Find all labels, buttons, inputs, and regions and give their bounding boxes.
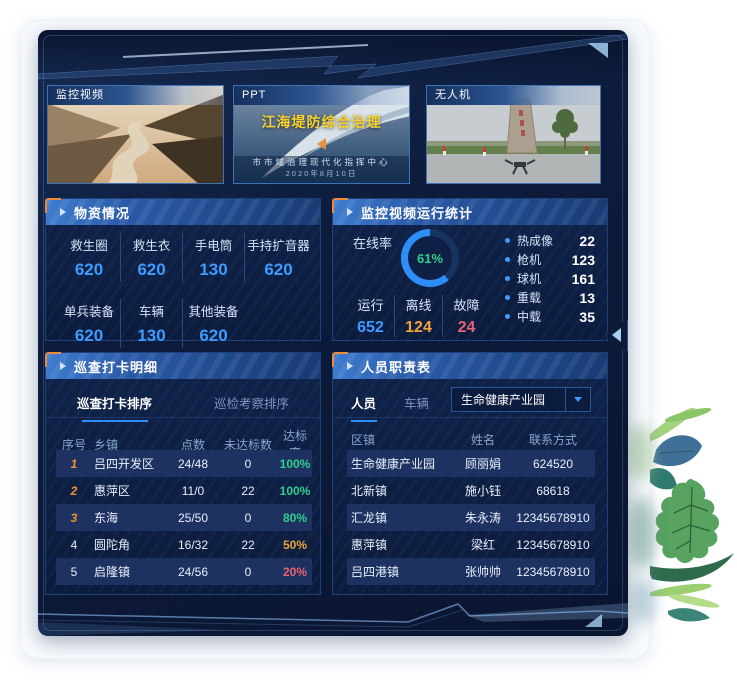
counter-running: 运行 652 (357, 298, 384, 336)
play-icon (60, 208, 66, 216)
divider (333, 417, 607, 418)
video-label: PPT (242, 89, 267, 101)
table-row: 惠萍镇 梁红 12345678910 (351, 537, 590, 553)
play-icon (60, 362, 66, 370)
tab-personnel[interactable]: 人员 (351, 393, 378, 422)
supply-stat: 救生衣 620 (120, 233, 182, 282)
device-bullet-icon (505, 238, 510, 243)
supply-stat: 车辆 130 (120, 299, 182, 348)
table-row: 3 东海 25/50 0 80% (56, 504, 312, 531)
device-bullet-icon (505, 276, 510, 281)
collapse-arrow-icon (612, 328, 621, 342)
online-rate-value: 61% (416, 250, 444, 266)
table-row: 北新镇 施小钰 68618 (351, 483, 570, 499)
supply-stat: 其他装备 620 (182, 299, 244, 348)
personnel-tabs: 人员 车辆 (351, 393, 429, 422)
panel-title: 巡查打卡明细 (74, 359, 159, 375)
table-header: 序号 乡镇 点数 未达标数 达标率 (61, 429, 307, 460)
tab-patrol-inspect-rank[interactable]: 巡检考察排序 (213, 397, 289, 411)
corner-triangle-icon (585, 614, 602, 627)
video-panel-surveillance[interactable]: 监控视频 (47, 85, 224, 184)
corner-triangle-icon (588, 43, 608, 58)
supply-stat: 单兵装备 620 (63, 305, 114, 345)
panel-title: 物资情况 (74, 205, 131, 221)
ppt-title: 江海堤防综合治理 (261, 114, 382, 130)
supply-stat: 救生圈 620 (70, 239, 108, 279)
panel-header: 物资情况 (45, 198, 320, 225)
leaf-blur-blob (626, 424, 654, 482)
video-label-bar: PPT (234, 86, 409, 105)
device-legend: 热成像 22 枪机 123 球机 161 重载 13 中载 (505, 231, 595, 326)
play-icon (347, 362, 353, 370)
video-label: 无人机 (435, 89, 471, 101)
dropdown-arrow-box (565, 388, 590, 411)
patrol-tabs: 巡查打卡排序 巡检考察排序 (46, 393, 320, 422)
personnel-panel: 人员职责表 人员 车辆 生命健康产业园 区镇 姓名 联系方式 生命健康产业园 顾… (332, 352, 608, 595)
dropdown-arrow-icon (574, 397, 582, 402)
device-row: 重载 13 (505, 288, 595, 307)
bottom-decoration (38, 596, 628, 636)
device-row: 球机 161 (505, 269, 595, 288)
panel-header: 监控视频运行统计 (332, 198, 607, 225)
video-label-bar: 监控视频 (48, 86, 223, 105)
table-row: 生命健康产业园 顾丽娟 624520 (347, 450, 595, 477)
panel-title: 人员职责表 (361, 359, 432, 375)
supply-stat: 手持扩音器 620 (244, 233, 312, 282)
counter-offline: 离线 124 (394, 295, 442, 337)
lightning-lines (38, 33, 628, 80)
leaf-decoration (644, 407, 734, 622)
supplies-row: 单兵装备 620 车辆 130 其他装备 620 (58, 299, 312, 348)
supply-stat: 手电筒 130 (182, 233, 244, 282)
speaker-icon (316, 138, 326, 150)
video-panel-drone[interactable]: 无人机 (426, 85, 601, 184)
device-row: 热成像 22 (505, 231, 595, 250)
device-bullet-icon (505, 314, 510, 319)
table-header: 区镇 姓名 联系方式 (351, 432, 577, 447)
table-row: 2 惠萍区 11/0 22 100% (70, 483, 311, 499)
supplies-row: 救生圈 620 救生衣 620 手电筒 130 手持扩音器 620 (58, 233, 312, 282)
device-bullet-icon (505, 257, 510, 262)
table-row: 汇龙镇 朱永涛 12345678910 (347, 504, 595, 531)
leaf-blur-blob (631, 578, 655, 624)
collapse-control[interactable] (606, 320, 628, 351)
counter-fault: 故障 24 (442, 295, 490, 337)
dashboard-frame: 监控视频 江海堤防综合治理 市市域治理现代化指挥中心 2020年8月10日 PP… (38, 30, 628, 636)
device-bullet-icon (505, 295, 510, 300)
divider (46, 417, 320, 418)
video-panel-ppt[interactable]: 江海堤防综合治理 市市域治理现代化指挥中心 2020年8月10日 PPT (233, 85, 410, 184)
panel-title: 监控视频运行统计 (361, 205, 474, 221)
tab-patrol-checkin-rank[interactable]: 巡查打卡排序 (46, 393, 183, 422)
leaf-blur-blob (629, 496, 655, 570)
table-row: 1 吕四开发区 24/48 0 100% (56, 450, 312, 477)
tab-vehicles[interactable]: 车辆 (404, 397, 430, 411)
online-rate-gauge-center: 61% (408, 236, 452, 280)
supplies-panel: 物资情况 救生圈 620 救生衣 620 手电筒 130 手持扩音器 620 (45, 198, 321, 348)
device-row: 枪机 123 (505, 250, 595, 269)
online-rate-gauge: 61% (401, 229, 459, 287)
status-counters: 运行 652 离线 124 故障 24 (347, 295, 490, 337)
district-dropdown-value: 生命健康产业园 (461, 393, 546, 407)
play-icon (347, 208, 353, 216)
monitor-stats-panel: 监控视频运行统计 在线率 61% 运行 652 离线 124 故障 24 (332, 198, 608, 341)
bottom-lines (38, 603, 628, 636)
ppt-org-caption: 市市域治理现代化指挥中心 (252, 157, 391, 167)
patrol-panel: 巡查打卡明细 巡查打卡排序 巡检考察排序 序号 乡镇 点数 未达标数 达标率 1… (45, 352, 321, 595)
video-label-bar: 无人机 (427, 86, 600, 105)
panel-header: 人员职责表 (332, 352, 607, 379)
ppt-date-caption: 2020年8月10日 (285, 169, 358, 178)
device-row: 中载 35 (505, 307, 595, 326)
top-decoration (38, 30, 628, 86)
table-row: 4 圆陀角 16/32 22 50% (70, 537, 308, 553)
video-label: 监控视频 (56, 89, 104, 101)
table-row: 5 启隆镇 24/56 0 20% (56, 558, 312, 585)
table-row: 吕四港镇 张帅帅 12345678910 (347, 558, 595, 585)
panel-header: 巡查打卡明细 (45, 352, 320, 379)
district-dropdown[interactable]: 生命健康产业园 (451, 387, 591, 412)
online-rate-label: 在线率 (353, 236, 393, 251)
